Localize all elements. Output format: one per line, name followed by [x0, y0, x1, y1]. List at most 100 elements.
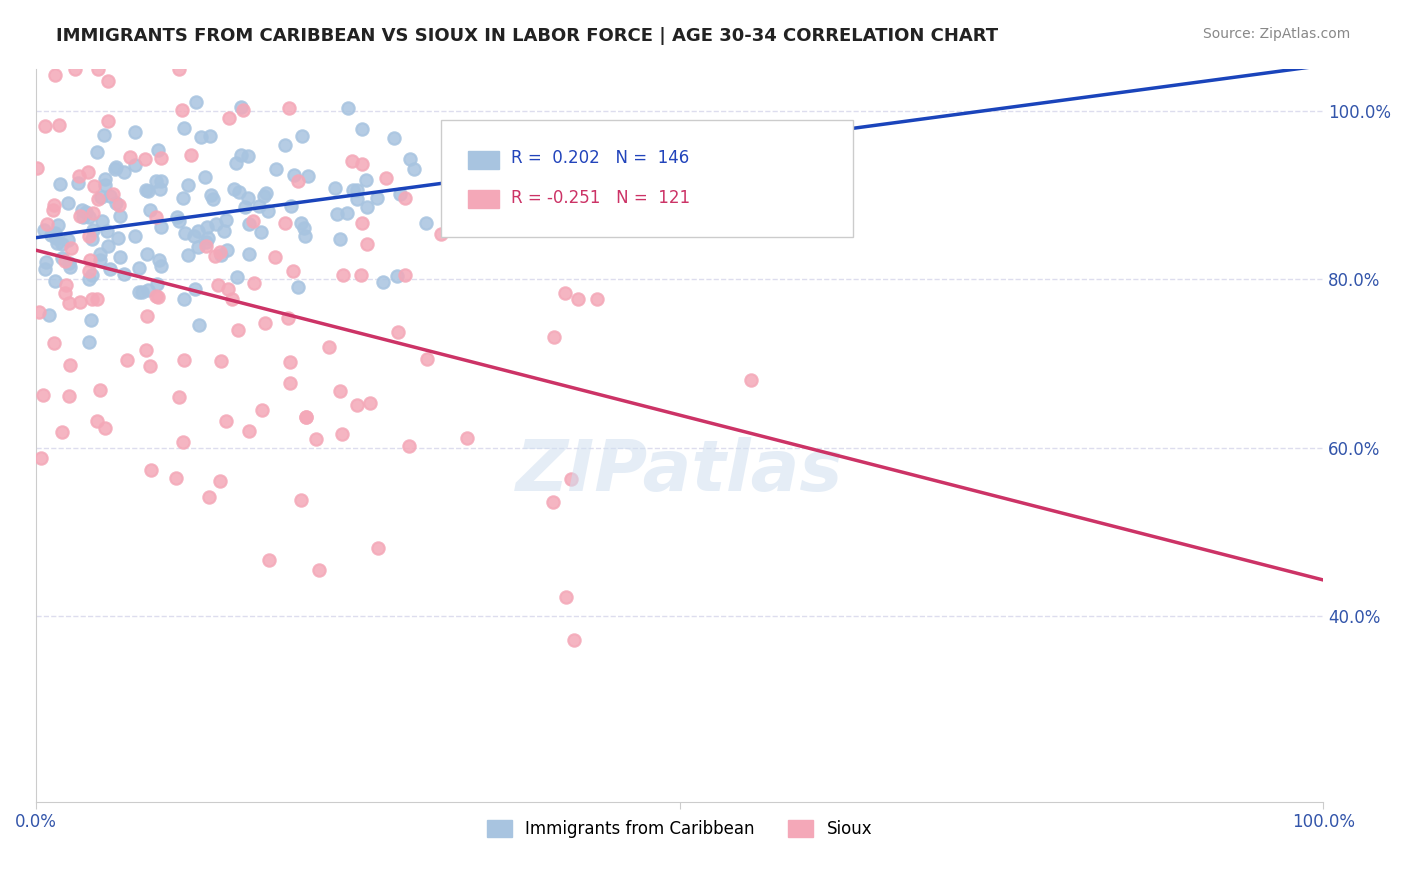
Point [58, 295, 80, 310]
Point [172, 103, 194, 117]
Point [97, 114, 120, 128]
Point [55, 278, 77, 293]
Point [183, 229, 205, 244]
Point [329, 384, 352, 399]
Point [150, 219, 173, 234]
Point [80, 293, 103, 307]
Point [167, 390, 190, 404]
Point [283, 263, 305, 277]
Point [75, 205, 97, 219]
Point [149, 182, 172, 196]
Point [77, 271, 100, 285]
Point [254, 186, 277, 201]
Point [350, 122, 373, 136]
Point [254, 316, 277, 330]
Point [72, 210, 94, 224]
Point [214, 213, 236, 227]
Point [242, 213, 264, 227]
Point [292, 220, 315, 235]
Point [89, 253, 111, 268]
Point [346, 192, 368, 206]
Point [135, 343, 157, 358]
Point [329, 232, 352, 246]
Point [37, 218, 59, 232]
Point [257, 552, 280, 566]
Point [416, 351, 439, 366]
Point [332, 268, 354, 282]
Point [101, 186, 124, 201]
Text: R = -0.251   N =  121: R = -0.251 N = 121 [510, 188, 690, 207]
Point [42, 197, 65, 211]
Point [145, 277, 167, 291]
Point [243, 277, 266, 291]
Point [25, 161, 48, 175]
Point [35, 254, 58, 268]
Point [86, 193, 108, 207]
Point [44, 274, 66, 288]
Point [34, 262, 56, 277]
Point [184, 282, 207, 296]
Point [794, 127, 817, 141]
Point [209, 354, 232, 368]
Point [340, 154, 363, 169]
Point [212, 223, 235, 237]
Point [42, 336, 65, 351]
Point [94, 172, 117, 186]
Point [173, 121, 195, 136]
Point [49, 178, 72, 192]
Point [96, 224, 118, 238]
Point [238, 217, 260, 231]
FancyBboxPatch shape [468, 190, 499, 208]
Point [82, 206, 104, 220]
Point [180, 147, 202, 161]
Point [124, 158, 146, 172]
Point [554, 286, 576, 301]
Point [382, 131, 405, 145]
Point [209, 248, 232, 262]
Point [59, 241, 82, 255]
Point [63, 62, 86, 76]
Point [190, 129, 212, 144]
Point [208, 244, 231, 259]
Point [374, 171, 396, 186]
Point [32, 387, 55, 401]
Point [221, 293, 243, 307]
Point [257, 203, 280, 218]
Point [34, 120, 56, 134]
Point [59, 260, 82, 274]
Point [238, 149, 260, 163]
Point [342, 183, 364, 197]
Point [305, 432, 328, 446]
Point [90, 190, 112, 204]
Point [415, 216, 437, 230]
Point [108, 209, 131, 223]
Point [187, 240, 209, 254]
Point [66, 177, 89, 191]
Point [146, 290, 169, 304]
Point [681, 161, 703, 175]
Point [226, 323, 249, 337]
Point [177, 178, 200, 192]
Point [394, 190, 416, 204]
Point [283, 168, 305, 182]
Text: R =  0.202   N =  146: R = 0.202 N = 146 [510, 149, 689, 167]
Point [149, 174, 172, 188]
Point [290, 492, 312, 507]
Point [56, 233, 79, 247]
Point [124, 228, 146, 243]
Point [356, 200, 378, 214]
Point [51, 236, 73, 251]
Point [28, 305, 51, 319]
Text: Source: ZipAtlas.com: Source: ZipAtlas.com [1202, 27, 1350, 41]
Point [80, 232, 103, 246]
Point [250, 225, 273, 239]
Point [352, 216, 374, 230]
Point [86, 145, 108, 159]
Point [172, 191, 194, 205]
Point [294, 410, 316, 425]
Point [456, 431, 478, 445]
Point [139, 359, 162, 373]
Point [398, 439, 420, 453]
Legend: Immigrants from Caribbean, Sioux: Immigrants from Caribbean, Sioux [481, 813, 879, 845]
Point [560, 472, 582, 486]
